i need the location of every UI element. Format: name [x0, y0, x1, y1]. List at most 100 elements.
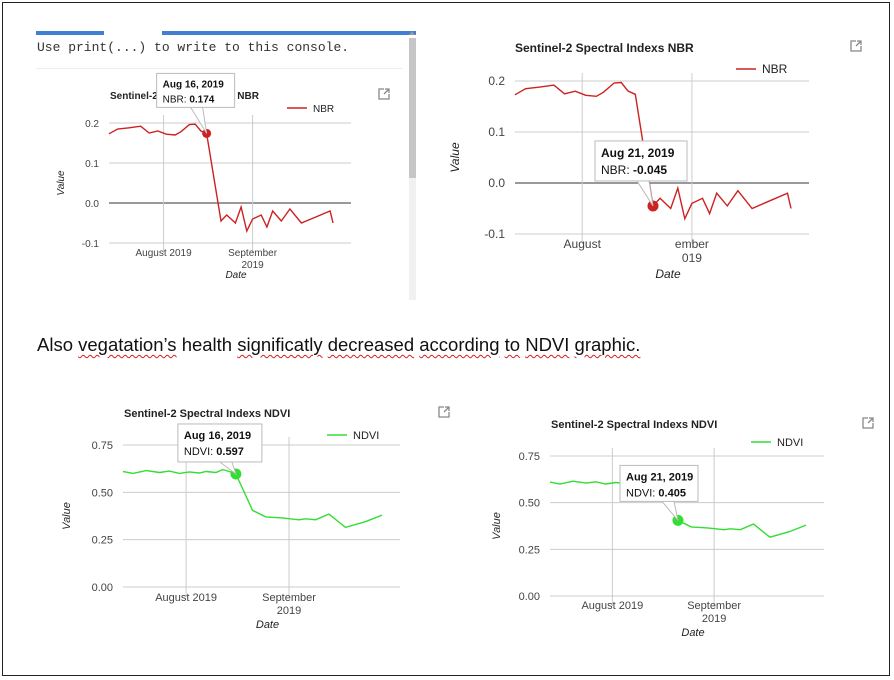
series-line — [122, 468, 383, 529]
x-tick-label: 2019 — [277, 605, 301, 617]
y-tick-label: 0.25 — [519, 544, 540, 556]
x-tick-label: 2019 — [241, 260, 264, 271]
tooltip-date: Aug 21, 2019 — [626, 471, 693, 483]
series-line — [108, 123, 334, 234]
legend-label: NBR — [313, 104, 334, 115]
tooltip-value-line: NBR: 0.174 — [163, 94, 215, 105]
tooltip-box — [594, 140, 688, 182]
tooltip-value-line: NDVI: 0.597 — [184, 446, 244, 458]
x-tick-label: September — [687, 600, 741, 612]
tooltip-box — [177, 423, 263, 463]
popout-frame — [378, 88, 390, 100]
body-paragraph: Also vegatation’s health significatly de… — [37, 334, 640, 356]
y-tick-label: -0.1 — [82, 239, 100, 250]
tooltip-pointer — [219, 461, 237, 476]
y-tick-label: 0.75 — [92, 440, 113, 452]
tooltip-value-line: NDVI: 0.405 — [626, 487, 686, 499]
y-axis-label: Value — [61, 502, 73, 530]
tooltip-series-label: NDVI: — [626, 487, 658, 499]
tooltip-series-label: NBR: — [601, 163, 633, 177]
console-tab-indicator-active[interactable] — [162, 31, 416, 35]
paragraph-word-flagged: to — [504, 334, 521, 355]
chart-title: Sentinel-2 Spectral Indexs NDVI — [124, 408, 290, 420]
legend-label: NBR — [762, 62, 788, 76]
y-tick-label: 0.2 — [85, 119, 99, 130]
legend-label: NDVI — [353, 430, 379, 442]
open-in-new-window-icon[interactable] — [378, 88, 390, 100]
popout-arrow — [867, 417, 874, 424]
y-tick-label: 0.1 — [85, 159, 99, 170]
scroll-up-arrow-icon[interactable] — [409, 31, 415, 35]
y-tick-label: 0.1 — [488, 125, 505, 139]
chart-ndvi-aug16: Sentinel-2 Spectral Indexs NDVI NDVI 0.75 0… — [61, 406, 450, 631]
console-tab-indicator[interactable] — [36, 31, 104, 35]
popout-frame — [438, 406, 450, 418]
tooltip-pointer — [661, 501, 679, 521]
tooltip-date: Aug 21, 2019 — [601, 146, 675, 160]
y-tick-label: 0.0 — [85, 199, 99, 210]
chart-title: Sentinel-2 Spectral Indexs NBR — [515, 41, 694, 55]
popout-frame — [862, 417, 874, 429]
tooltip-box — [156, 72, 236, 108]
y-tick-label: 0.25 — [92, 535, 113, 547]
y-axis-label: Value — [448, 142, 462, 173]
x-axis-label: Date — [655, 267, 681, 281]
tooltip-series-label: NBR: — [163, 94, 190, 105]
tooltip-series-label: NDVI: — [184, 446, 216, 458]
console-scrollbar-thumb[interactable] — [409, 38, 416, 178]
paragraph-word-flagged: NDVI — [525, 334, 570, 355]
paragraph-word-flagged: according — [419, 334, 500, 355]
paragraph-word-misspelled: significatly — [237, 334, 323, 355]
x-axis-label: Date — [256, 619, 279, 631]
y-axis-label: Value — [56, 170, 67, 196]
tooltip-box — [619, 464, 699, 502]
chart-ndvi-aug21: Sentinel-2 Spectral Indexs NDVI NDVI 0.75 0… — [491, 417, 874, 639]
chart-nbr-aug21: Sentinel-2 Spectral Indexs NBR NBR 0.2 0.1 0… — [448, 40, 862, 281]
open-in-new-window-icon[interactable] — [850, 40, 862, 52]
x-tick-label: August 2019 — [155, 592, 217, 604]
open-in-new-window-icon[interactable] — [438, 406, 450, 418]
x-tick-label: September — [262, 592, 316, 604]
y-tick-label: 0.00 — [92, 582, 113, 594]
y-tick-label: 0.50 — [519, 498, 540, 510]
x-tick-label: September — [228, 248, 278, 259]
tooltip-value: 0.597 — [216, 446, 244, 458]
tooltip-value: -0.045 — [633, 163, 667, 177]
console-divider — [36, 68, 402, 69]
tooltip-pointer — [190, 107, 208, 134]
x-tick-label: 2019 — [702, 613, 726, 625]
y-tick-label: 0.75 — [519, 451, 540, 463]
y-tick-label: 0.2 — [488, 74, 505, 88]
x-tick-label: August 2019 — [581, 600, 643, 612]
x-tick-label: ember — [675, 237, 709, 251]
tooltip-pointer — [636, 180, 654, 207]
paragraph-word: Also — [37, 334, 73, 355]
chart-title: Sentinel-2 Spectral Indexs NDVI — [551, 419, 717, 431]
popout-arrow — [443, 406, 450, 413]
legend-label: NDVI — [777, 437, 803, 449]
x-tick-label: August — [564, 237, 602, 251]
paragraph-word: health — [181, 334, 233, 355]
tooltip-value: 0.405 — [658, 487, 686, 499]
popout-arrow — [383, 88, 390, 95]
x-tick-label: 019 — [682, 251, 702, 265]
console-hint-text: Use print(...) to write to this console. — [37, 40, 350, 55]
y-tick-label: 0.50 — [92, 487, 113, 499]
y-tick-label: 0.00 — [519, 591, 540, 603]
popout-arrow — [855, 40, 862, 47]
x-tick-label: August 2019 — [135, 248, 192, 259]
tooltip-value: 0.174 — [189, 94, 214, 105]
y-axis-label: Value — [491, 512, 503, 540]
tooltip-date: Aug 16, 2019 — [184, 430, 251, 442]
tooltip-date: Aug 16, 2019 — [163, 79, 225, 90]
paragraph-word-misspelled: vegatation’s — [78, 334, 177, 355]
y-tick-label: 0.0 — [488, 176, 505, 190]
y-tick-label: -0.1 — [484, 227, 505, 241]
open-in-new-window-icon[interactable] — [862, 417, 874, 429]
chart-nbr-aug16: Sentinel-2 Spectral Indexs NBRNBR0.20.10… — [56, 72, 390, 281]
paragraph-word-flagged: decreased — [327, 334, 415, 355]
x-axis-label: Date — [225, 270, 247, 281]
tooltip-value-line: NBR: -0.045 — [601, 163, 667, 177]
paragraph-word-flagged: graphic. — [574, 334, 641, 355]
